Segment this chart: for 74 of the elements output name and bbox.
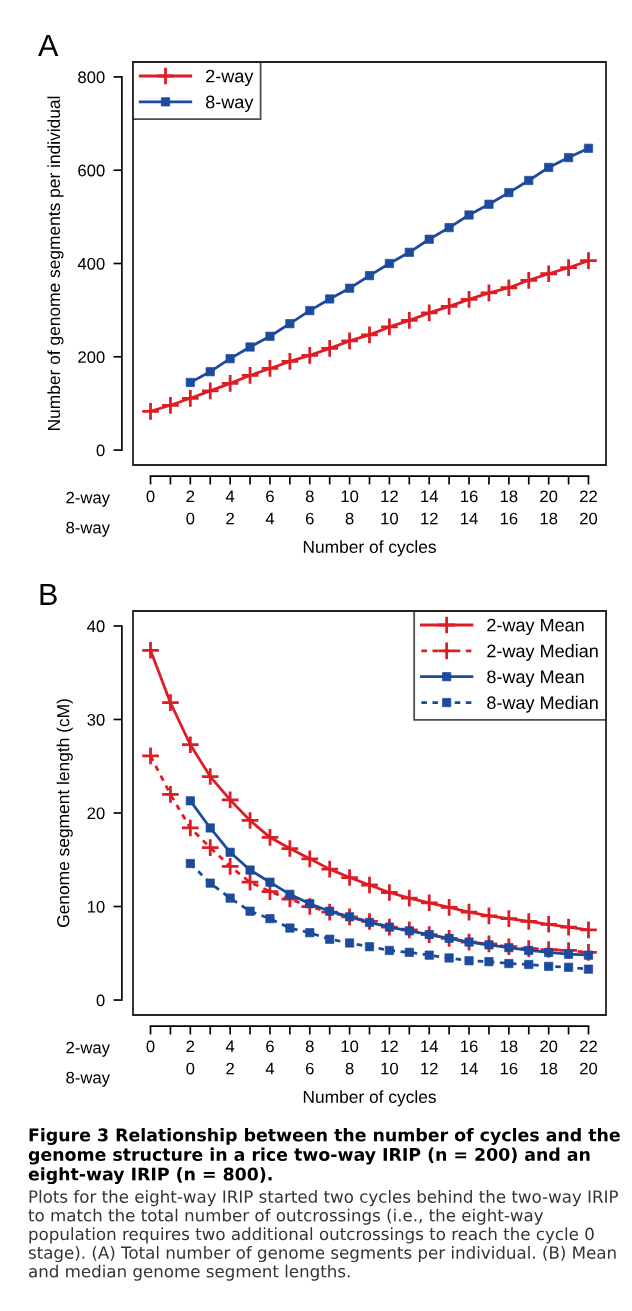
x-tick-label: 6 bbox=[266, 1040, 274, 1053]
x2-tick-label: 4 bbox=[265, 1062, 275, 1075]
x-tick-label: 12 bbox=[381, 1040, 398, 1053]
x2-tick-label: 16 bbox=[500, 1062, 518, 1075]
legend-label: 8-way bbox=[206, 95, 254, 112]
text: 8-way bbox=[66, 1071, 110, 1087]
x2-tick-label: 18 bbox=[540, 1062, 558, 1075]
x-tick-label: 18 bbox=[500, 1040, 518, 1053]
x2-tick-label: 12 bbox=[421, 1062, 438, 1075]
x2-tick-label: 16 bbox=[500, 512, 518, 525]
legend-label: 2-way bbox=[206, 69, 254, 87]
y-tick-label: 30 bbox=[87, 713, 105, 726]
x2-tick-label: 20 bbox=[580, 1062, 598, 1075]
x-axis-title: Number of cycles bbox=[303, 1090, 436, 1107]
x2-tick-label: 6 bbox=[305, 1062, 314, 1075]
x2-tick-label: 20 bbox=[580, 512, 598, 525]
x2-tick-label: 14 bbox=[461, 512, 478, 525]
text: 2-way bbox=[66, 1041, 110, 1057]
x2-tick-label: 2 bbox=[226, 512, 234, 525]
text: Plots for the eight-way IRIP started two cycles behind the two-way IRIP to match the total number of outcrossings (i.e., the eight-way population requires two additional outcrossings to reach the cycle 0 stage). (A) Total number of genome segments per individual. (B) Mean and median genome segment lengths. bbox=[28, 1190, 618, 1281]
x-tick-label: 22 bbox=[580, 1040, 597, 1053]
text: A bbox=[38, 34, 59, 56]
x2-tick-label: 14 bbox=[461, 1062, 478, 1075]
y-tick-label: 200 bbox=[78, 351, 105, 363]
caption: Figure 3 Relationship between the number of cycles and the genome structure in a rice two-way IRIP (n = 200) and an eight-way IRIP (n = 800). bbox=[28, 1128, 620, 1185]
x-tick-label: 20 bbox=[540, 1040, 558, 1053]
x-tick-label: 4 bbox=[225, 490, 235, 503]
x-tick-label: 14 bbox=[421, 490, 438, 503]
y-tick-label: 400 bbox=[77, 257, 105, 270]
x2-tick-label: 10 bbox=[381, 1062, 399, 1075]
x-tick-label: 12 bbox=[381, 490, 398, 503]
y-tick-label: 40 bbox=[87, 620, 105, 633]
x-tick-label: 10 bbox=[341, 490, 359, 503]
x-tick-label: 2 bbox=[186, 1040, 195, 1053]
x-tick-label: 6 bbox=[266, 490, 274, 503]
legend-label: 8-way Mean bbox=[487, 670, 584, 687]
legend-label: 2-way Median bbox=[487, 644, 598, 661]
x2-tick-label: 18 bbox=[540, 512, 558, 525]
x-tick-label: 8 bbox=[305, 490, 314, 503]
x-tick-label: 0 bbox=[146, 490, 155, 503]
x2-tick-label: 10 bbox=[381, 512, 399, 525]
x2-tick-label: 8 bbox=[345, 512, 354, 525]
x-tick-label: 22 bbox=[580, 490, 597, 503]
x-tick-label: 0 bbox=[146, 1040, 155, 1053]
x2-tick-label: 8 bbox=[345, 1062, 354, 1075]
x-tick-label: 10 bbox=[341, 1040, 359, 1053]
x2-tick-label: 6 bbox=[305, 512, 314, 525]
y-tick-label: 0 bbox=[96, 994, 105, 1007]
x-tick-label: 16 bbox=[461, 1040, 478, 1053]
x-tick-label: 8 bbox=[305, 1040, 314, 1053]
y-axis-title: Number of genome segments per individual bbox=[47, 96, 64, 430]
text: 2-way bbox=[66, 491, 110, 507]
x-tick-label: 18 bbox=[500, 490, 518, 503]
y-tick-label: 20 bbox=[87, 807, 105, 820]
x-tick-label: 16 bbox=[461, 490, 478, 503]
text: 8-way bbox=[66, 521, 110, 537]
x-tick-label: 14 bbox=[421, 1040, 438, 1053]
x2-tick-label: 4 bbox=[265, 512, 275, 525]
x-axis-title: Number of cycles bbox=[303, 540, 436, 557]
text: B bbox=[40, 583, 57, 605]
x2-tick-label: 0 bbox=[186, 1062, 195, 1075]
x2-tick-label: 12 bbox=[421, 512, 438, 525]
x2-tick-label: 2 bbox=[226, 1062, 234, 1075]
y-tick-label: 0 bbox=[96, 444, 105, 457]
y-axis-title: Genome segment length (cM) bbox=[56, 699, 73, 927]
x-tick-label: 4 bbox=[225, 1040, 235, 1053]
y-tick-label: 600 bbox=[78, 164, 105, 177]
y-tick-label: 800 bbox=[78, 71, 105, 84]
legend-label: 8-way Median bbox=[487, 695, 598, 713]
y-tick-label: 10 bbox=[87, 900, 105, 913]
legend-label: 2-way Mean bbox=[487, 618, 584, 636]
x2-tick-label: 0 bbox=[186, 512, 195, 525]
x-tick-label: 20 bbox=[540, 490, 558, 503]
x-tick-label: 2 bbox=[186, 490, 195, 503]
